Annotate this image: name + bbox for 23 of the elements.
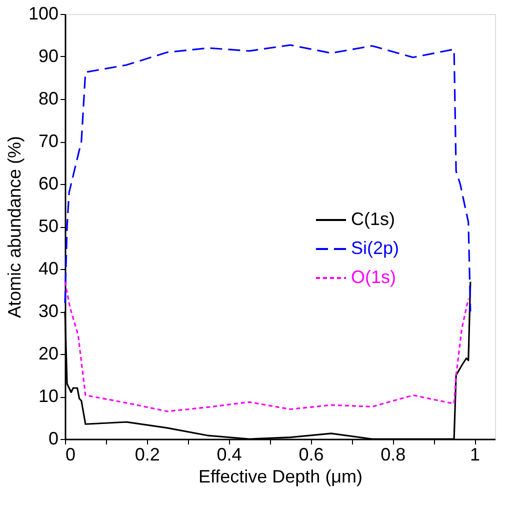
y-tick-label: 10 bbox=[38, 386, 58, 406]
y-tick-label: 100 bbox=[28, 4, 58, 24]
x-tick-label: 0.4 bbox=[216, 444, 242, 464]
y-tick-label: 40 bbox=[38, 258, 58, 278]
y-tick-label: 20 bbox=[38, 344, 58, 364]
legend-label: Si(2p) bbox=[351, 238, 400, 258]
x-tick-label: 0 bbox=[66, 444, 76, 464]
x-tick-label: 1 bbox=[470, 444, 480, 464]
y-tick-label: 90 bbox=[38, 46, 58, 66]
y-tick-label: 30 bbox=[38, 301, 58, 321]
x-axis-title: Effective Depth (μm) bbox=[198, 466, 363, 486]
y-tick-label: 70 bbox=[38, 131, 58, 151]
y-axis-title: Atomic abundance (%) bbox=[4, 136, 24, 318]
y-tick-label: 60 bbox=[38, 174, 58, 194]
legend-label: C(1s) bbox=[351, 209, 395, 229]
y-tick-label: 0 bbox=[48, 428, 58, 448]
line-series bbox=[64, 44, 472, 312]
x-tick-label: 0.2 bbox=[134, 444, 160, 464]
legend-label: O(1s) bbox=[351, 267, 396, 287]
y-tick-label: 80 bbox=[38, 88, 58, 108]
x-tick-label: 0.8 bbox=[380, 444, 406, 464]
y-tick-label: 50 bbox=[38, 216, 58, 236]
x-tick-label: 0.6 bbox=[298, 444, 324, 464]
